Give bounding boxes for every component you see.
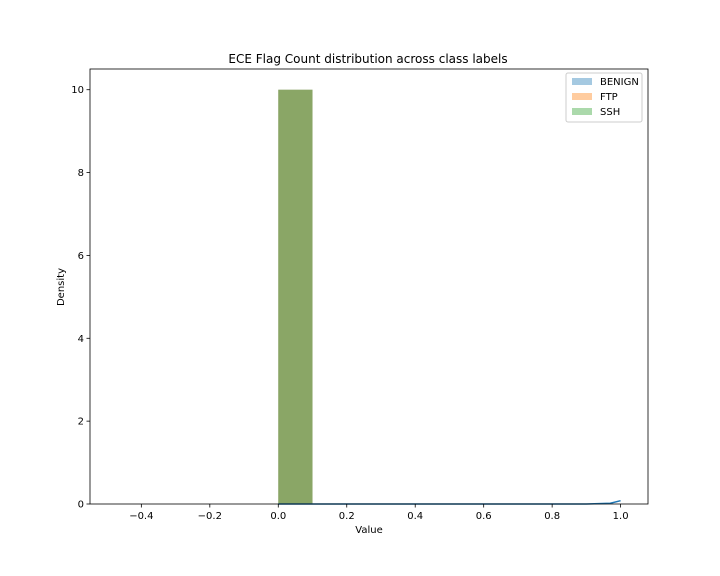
x-tick-label: −0.2 (198, 511, 222, 522)
legend-swatch-ssh (572, 108, 592, 115)
x-tick-label: 0.8 (544, 511, 560, 522)
chart-title: ECE Flag Count distribution across class… (228, 52, 507, 66)
y-tick-label: 4 (78, 334, 84, 345)
y-tick-label: 0 (78, 500, 84, 511)
x-tick-label: 1.0 (613, 511, 629, 522)
legend-swatch-ftp (572, 93, 592, 100)
y-tick-label: 2 (78, 417, 84, 428)
bar-ssh-0 (278, 89, 313, 504)
bar-benign-0 (278, 89, 313, 504)
y-tick-label: 8 (78, 168, 84, 179)
x-tick-label: 0.2 (339, 511, 355, 522)
y-tick-label: 6 (78, 251, 84, 262)
plot-area-frame (89, 68, 649, 505)
bar-ftp-0 (278, 89, 313, 504)
x-tick-label: 0.0 (270, 511, 286, 522)
x-tick-label: −0.4 (129, 511, 153, 522)
legend-label-benign: BENIGN (600, 77, 639, 88)
x-tick-label: 0.6 (476, 511, 492, 522)
legend-box (565, 72, 643, 123)
legend-swatch-benign (572, 78, 592, 85)
y-tick-label: 10 (71, 85, 84, 96)
y-axis-label: Density (56, 268, 67, 306)
x-tick-label: 0.4 (407, 511, 423, 522)
x-axis-ticks: −0.4 −0.2 0.0 0.2 0.4 0.6 0.8 1.0 (129, 504, 629, 522)
x-axis-label: Value (355, 525, 382, 536)
legend-label-ftp: FTP (600, 92, 618, 103)
legend-label-ssh: SSH (600, 107, 620, 118)
y-axis-ticks: 0 2 4 6 8 10 (71, 85, 90, 511)
legend: BENIGN FTP SSH (565, 72, 643, 123)
bars-layer (278, 89, 313, 504)
